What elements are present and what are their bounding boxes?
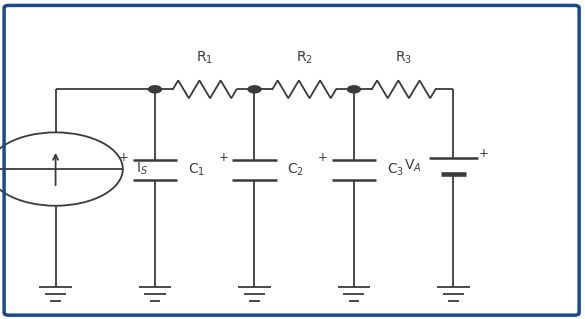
Text: C$_1$: C$_1$ <box>188 162 205 178</box>
Text: R$_1$: R$_1$ <box>196 49 214 66</box>
Circle shape <box>248 86 261 93</box>
Text: +: + <box>219 151 228 164</box>
Text: R$_3$: R$_3$ <box>395 49 412 66</box>
Text: +: + <box>318 151 328 164</box>
Text: C$_3$: C$_3$ <box>387 162 404 178</box>
Text: C$_2$: C$_2$ <box>287 162 304 178</box>
Text: R$_2$: R$_2$ <box>295 49 313 66</box>
Text: +: + <box>119 151 129 164</box>
Circle shape <box>149 86 161 93</box>
Text: +: + <box>479 147 488 160</box>
Text: V$_A$: V$_A$ <box>404 158 421 174</box>
Text: I$_S$: I$_S$ <box>136 161 148 177</box>
Circle shape <box>347 86 360 93</box>
